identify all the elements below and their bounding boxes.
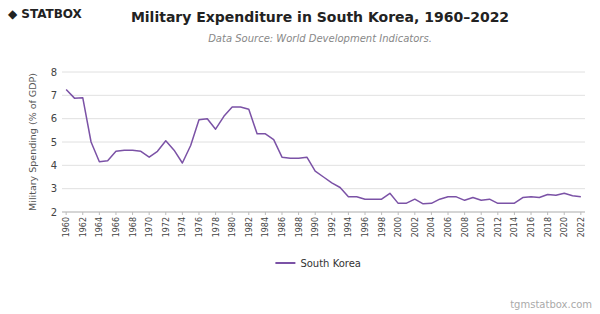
grid-line [62,95,585,96]
x-tick [182,212,183,215]
x-tick-label: 1998 [378,217,387,237]
watermark: tgmstatbox.com [510,299,592,310]
x-axis-line [62,212,585,213]
x-tick [564,212,565,215]
x-tick [99,212,100,215]
x-tick [215,212,216,215]
x-tick [547,212,548,215]
x-tick [82,212,83,215]
x-tick [580,212,581,215]
x-tick-label: 1972 [162,217,171,237]
background [0,0,600,314]
x-tick-label: 1974 [178,217,187,237]
grid-line [62,165,585,166]
x-tick [481,212,482,215]
x-tick-label: 1984 [261,217,270,237]
grid-line [62,72,585,73]
x-tick-label: 2018 [544,217,553,237]
x-tick [514,212,515,215]
x-tick [331,212,332,215]
x-tick-label: 2002 [411,217,420,237]
y-tick-label: 3 [51,183,57,194]
title: Military Expenditure in South Korea, 196… [131,9,509,25]
x-tick-label: 1966 [112,217,121,237]
x-tick [381,212,382,215]
x-tick-label: 1960 [62,217,71,237]
x-tick-label: 1968 [129,217,138,237]
logo-text: STAT [21,7,54,21]
x-tick [232,212,233,215]
x-tick [198,212,199,215]
y-tick-label: 8 [51,67,57,78]
line [66,90,581,204]
x-tick-label: 1988 [295,217,304,237]
x-tick [315,212,316,215]
grid-line [62,118,585,119]
x-tick-label: 2010 [477,217,486,237]
x-tick-label: 1978 [212,217,221,237]
x-tick-label: 2022 [577,217,586,237]
x-tick [497,212,498,215]
x-tick-label: 1986 [278,217,287,237]
x-tick-label: 1964 [95,217,104,237]
chart: ◆STATBOX Military Expenditure in South Ko… [0,0,600,314]
x-tick [132,212,133,215]
x-tick-label: 2006 [444,217,453,237]
x-tick [115,212,116,215]
subtitle: Data Source: World Development Indicator… [208,33,432,44]
x-tick-label: 1992 [328,217,337,237]
x-tick-label: 2012 [494,217,503,237]
grid [62,72,585,212]
x-tick-label: 2016 [527,217,536,237]
x-tick [165,212,166,215]
x-tick [248,212,249,215]
x-tick-label: 1976 [195,217,204,237]
legend-label: South Korea [300,258,361,269]
x-tick-label: 1990 [311,217,320,237]
x-tick-label: 1982 [245,217,254,237]
x-tick [414,212,415,215]
x-tick [149,212,150,215]
x-tick-label: 1962 [79,217,88,237]
x-tick [448,212,449,215]
logo-text: BOX [54,7,83,21]
x-tick [66,212,67,215]
x-tick [298,212,299,215]
x-tick [365,212,366,215]
y-axis-label: Military Spending (% of GDP) [27,73,38,211]
y-tick-label: 4 [51,160,57,171]
grid-line [62,212,585,213]
x-tick-label: 2020 [560,217,569,237]
x-tick-label: 1970 [145,217,154,237]
grid-line [62,142,585,143]
logo-text: ◆ [8,7,18,21]
legend-swatch [275,262,295,264]
x-tick [281,212,282,215]
x-tick-label: 2004 [427,217,436,237]
x-tick-label: 2008 [461,217,470,237]
x-tick [398,212,399,215]
grid-line [62,188,585,189]
x-tick-label: 1996 [361,217,370,237]
x-tick [348,212,349,215]
y-tick-label: 7 [51,90,57,101]
x-tick [531,212,532,215]
x-tick [431,212,432,215]
plot-area [66,90,581,204]
x-tick [265,212,266,215]
x-tick [464,212,465,215]
x-tick-label: 2000 [394,217,403,237]
x-tick-label: 1994 [344,217,353,237]
y-tick-label: 5 [51,137,57,148]
legend: South Korea [275,258,361,269]
y-tick-label: 6 [51,113,57,124]
x-tick-label: 2014 [510,217,519,237]
x-tick-label: 1980 [228,217,237,237]
y-tick-label: 2 [51,207,57,218]
